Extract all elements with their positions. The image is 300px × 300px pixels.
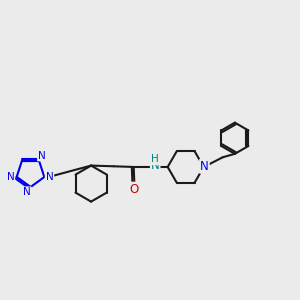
Text: N: N	[151, 159, 160, 172]
Text: O: O	[130, 183, 139, 196]
Text: H: H	[151, 154, 159, 164]
Text: N: N	[23, 187, 31, 197]
Text: N: N	[38, 151, 46, 160]
Text: N: N	[200, 160, 209, 173]
Text: N: N	[7, 172, 14, 182]
Text: N: N	[46, 172, 53, 182]
